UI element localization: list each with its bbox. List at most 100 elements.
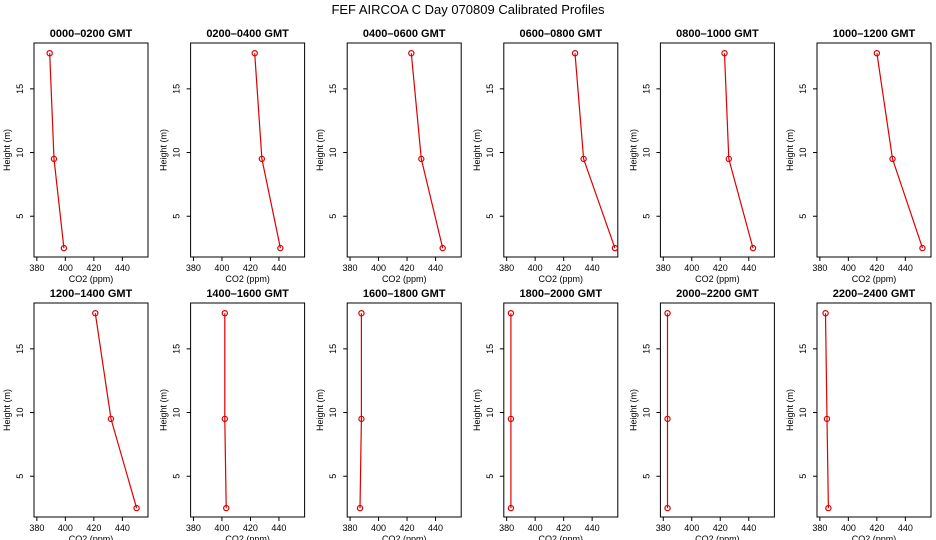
panel-title: 1600–1800 GMT — [363, 288, 446, 300]
x-axis-label: CO2 (ppm) — [69, 534, 114, 540]
x-axis-label: CO2 (ppm) — [382, 274, 427, 284]
y-axis-label: Height (m) — [2, 389, 12, 431]
y-tick-label: 5 — [485, 214, 495, 219]
figure-title: FEF AIRCOA C Day 070809 Calibrated Profi… — [331, 2, 605, 17]
profile-line — [254, 53, 281, 249]
x-tick-label: 380 — [656, 523, 671, 533]
data-point — [571, 49, 579, 57]
x-tick-label: 400 — [841, 523, 856, 533]
y-tick-label: 10 — [641, 148, 651, 158]
data-point — [664, 504, 671, 512]
y-tick-label: 5 — [328, 474, 338, 479]
x-axis-label: CO2 (ppm) — [225, 534, 270, 540]
profile-line — [359, 313, 362, 509]
y-tick-label: 10 — [798, 148, 808, 158]
plot-frame — [190, 42, 306, 258]
profile-panel: 0600–0800 GMT 380 400 420 440 5 10 15 CO2 (ppm) H… — [472, 28, 619, 284]
x-tick-label: 440 — [115, 263, 130, 273]
y-tick-label: 15 — [641, 84, 651, 94]
x-axis-label: CO2 (ppm) — [852, 534, 897, 540]
y-tick-label: 10 — [328, 408, 338, 418]
x-tick-label: 380 — [656, 263, 671, 273]
x-tick-label: 400 — [528, 523, 543, 533]
x-tick-label: 440 — [428, 263, 443, 273]
data-point — [133, 504, 140, 512]
data-point — [919, 244, 926, 252]
x-tick-label: 440 — [115, 523, 130, 533]
data-point — [507, 309, 515, 317]
panel-title: 1000–1200 GMT — [833, 28, 916, 40]
data-point — [664, 415, 671, 423]
x-tick-label: 420 — [713, 523, 728, 533]
data-point — [725, 155, 733, 163]
profile-panel: 1400–1600 GMT 380 400 420 440 5 10 15 CO2 (ppm) H… — [159, 288, 306, 540]
data-point — [823, 415, 831, 423]
panel-grid: 0000–0200 GMT 380 400 420 440 5 10 15 CO2 (ppm) H… — [2, 28, 932, 540]
x-tick-label: 420 — [400, 523, 415, 533]
y-axis-label: Height (m) — [159, 389, 169, 431]
x-tick-label: 400 — [528, 263, 543, 273]
y-tick-label: 5 — [15, 474, 25, 479]
y-tick-label: 5 — [172, 474, 182, 479]
x-axis-label: CO2 (ppm) — [539, 534, 584, 540]
x-axis-label: CO2 (ppm) — [225, 274, 270, 284]
y-axis-label: Height (m) — [315, 389, 325, 431]
data-point — [721, 49, 728, 57]
data-point — [258, 155, 266, 163]
x-axis-label: CO2 (ppm) — [695, 274, 740, 284]
x-tick-label: 400 — [371, 263, 386, 273]
y-axis-label: Height (m) — [628, 129, 638, 171]
x-tick-label: 380 — [186, 523, 201, 533]
data-point — [439, 244, 446, 252]
data-point — [356, 504, 364, 512]
profile-panel: 2200–2400 GMT 380 400 420 440 5 10 15 CO2 (ppm) H… — [785, 288, 932, 540]
x-tick-label: 380 — [29, 523, 44, 533]
y-axis-label: Height (m) — [472, 389, 482, 431]
profile-line — [410, 53, 444, 249]
y-tick-label: 15 — [485, 344, 495, 354]
y-tick-label: 10 — [172, 408, 182, 418]
profile-line — [723, 53, 754, 249]
x-tick-label: 400 — [684, 523, 699, 533]
x-tick-label: 400 — [58, 523, 73, 533]
y-tick-label: 15 — [172, 344, 182, 354]
data-point — [251, 49, 258, 57]
data-point — [46, 49, 53, 57]
x-tick-label: 440 — [428, 523, 443, 533]
profile-panel: 0000–0200 GMT 380 400 420 440 5 10 15 CO2 (ppm) H… — [2, 28, 149, 284]
y-tick-label: 10 — [641, 408, 651, 418]
profile-panel: 1000–1200 GMT 380 400 420 440 5 10 15 CO2 (ppm) H… — [785, 28, 932, 284]
profile-line — [94, 313, 138, 509]
x-tick-label: 440 — [898, 523, 913, 533]
y-tick-label: 10 — [485, 148, 495, 158]
y-tick-label: 15 — [641, 344, 651, 354]
y-tick-label: 15 — [485, 84, 495, 94]
x-tick-label: 380 — [812, 263, 827, 273]
x-axis-label: CO2 (ppm) — [852, 274, 897, 284]
data-point — [358, 309, 365, 317]
x-tick-label: 440 — [741, 263, 756, 273]
x-tick-label: 400 — [214, 263, 229, 273]
plot-frame — [659, 42, 775, 258]
x-axis-label: CO2 (ppm) — [539, 274, 584, 284]
x-tick-label: 440 — [898, 263, 913, 273]
x-tick-label: 420 — [243, 523, 258, 533]
x-tick-label: 380 — [343, 523, 358, 533]
data-point — [611, 244, 619, 252]
x-tick-label: 440 — [585, 263, 600, 273]
plot-frame — [33, 42, 149, 258]
y-tick-label: 15 — [15, 344, 25, 354]
data-point — [889, 155, 896, 163]
y-tick-label: 15 — [15, 84, 25, 94]
panel-title: 0400–0600 GMT — [363, 28, 446, 40]
y-tick-label: 15 — [328, 344, 338, 354]
x-tick-label: 420 — [869, 523, 884, 533]
panel-title: 1400–1600 GMT — [206, 288, 289, 300]
data-point — [749, 244, 757, 252]
x-tick-label: 420 — [556, 523, 571, 533]
panel-title: 0800–1000 GMT — [676, 28, 759, 40]
data-point — [825, 504, 832, 512]
y-tick-label: 15 — [172, 84, 182, 94]
profile-panel: 1200–1400 GMT 380 400 420 440 5 10 15 CO2 (ppm) H… — [2, 288, 149, 540]
